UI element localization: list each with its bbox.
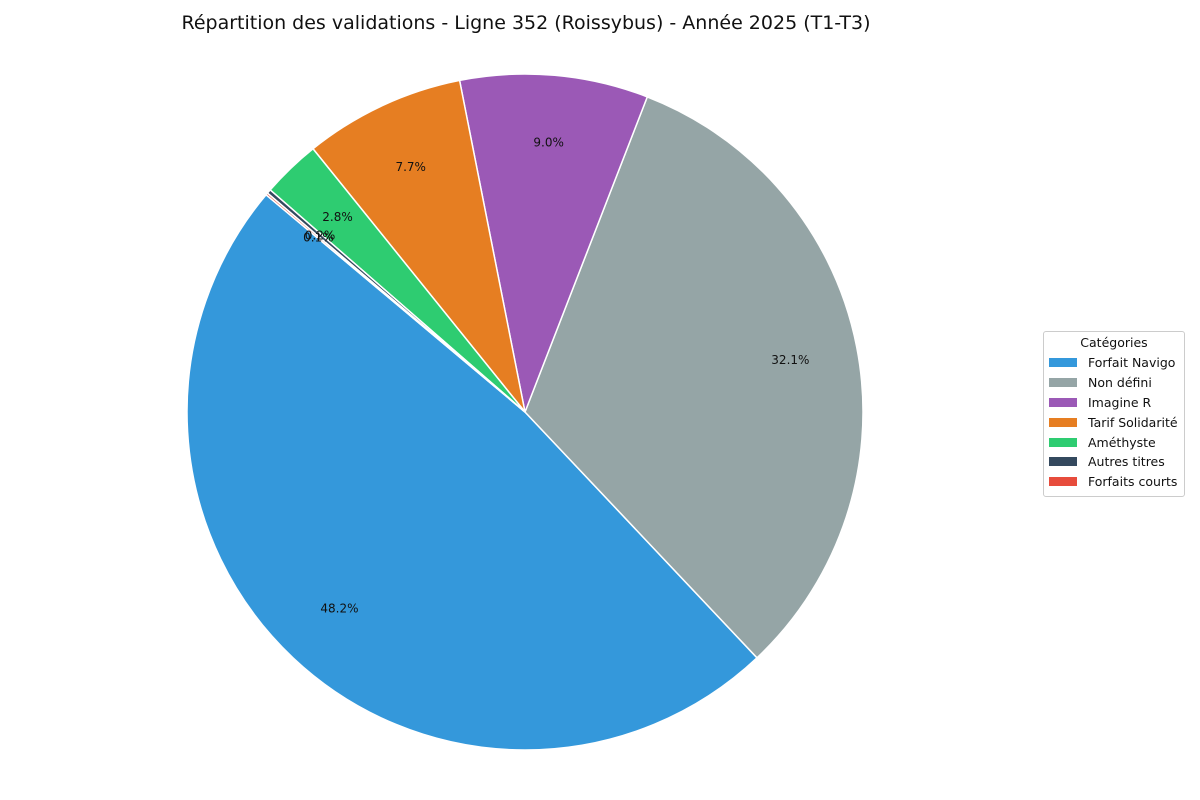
pie-percent-labels: 48.2% 32.1% 9.0% 7.7% 2.8% 0.2%0.1% [303, 136, 809, 616]
legend-item-imagine-r: Imagine R [1044, 393, 1184, 413]
pie-slice-forfaits-courts [265, 192, 526, 413]
legend-swatch [1049, 378, 1077, 388]
legend-swatch [1049, 477, 1077, 487]
pie-label-autres-titres: 0.2% [305, 229, 336, 243]
legend-label: Non défini [1088, 375, 1152, 391]
legend-swatch [1049, 397, 1077, 407]
pie-slice-non-defini [524, 96, 864, 659]
pie-slice-imagine-r [458, 73, 649, 413]
pie-label-non-defini: 32.1% [771, 353, 809, 367]
legend-label: Tarif Solidarité [1088, 414, 1178, 430]
legend-label: Forfait Navigo [1088, 355, 1176, 371]
legend-swatch [1049, 358, 1077, 368]
legend-swatch [1049, 457, 1077, 467]
chart-title: Répartition des validations - Ligne 352 … [181, 12, 871, 34]
legend-label: Imagine R [1088, 394, 1152, 410]
pie-slices [186, 73, 864, 751]
legend-items: Forfait Navigo Non défini Imagine R Tarif S… [1044, 353, 1184, 492]
legend-swatch [1049, 417, 1077, 427]
pie-label-amethyste: 2.8% [322, 210, 353, 224]
legend-label: Autres titres [1088, 454, 1165, 470]
legend-label: Améthyste [1088, 434, 1156, 450]
legend-item-forfaits-courts: Forfaits courts [1044, 472, 1184, 492]
pie-slice-forfait-navigo [186, 193, 758, 751]
legend-item-tarif-solidarite: Tarif Solidarité [1044, 412, 1184, 432]
pie-label-forfaits-courts: 0.1% [303, 231, 334, 245]
legend: Catégories Forfait Navigo Non défini Imagi… [1043, 331, 1185, 497]
legend-item-forfait-navigo: Forfait Navigo [1044, 353, 1184, 373]
legend-title: Catégories [1080, 335, 1148, 350]
pie-chart: 48.2% 32.1% 9.0% 7.7% 2.8% 0.2%0.1% [186, 73, 864, 751]
legend-item-amethyste: Améthyste [1044, 432, 1184, 452]
legend-swatch [1049, 437, 1077, 447]
pie-slice-tarif-solidarite [312, 79, 526, 413]
pie-label-imagine-r: 9.0% [533, 136, 564, 150]
legend-item-non-defini: Non défini [1044, 373, 1184, 393]
pie-label-forfait-navigo: 48.2% [320, 602, 358, 616]
legend-label: Forfaits courts [1088, 474, 1178, 490]
legend-item-autres-titres: Autres titres [1044, 452, 1184, 472]
pie-label-tarif-solidarite: 7.7% [395, 160, 426, 174]
